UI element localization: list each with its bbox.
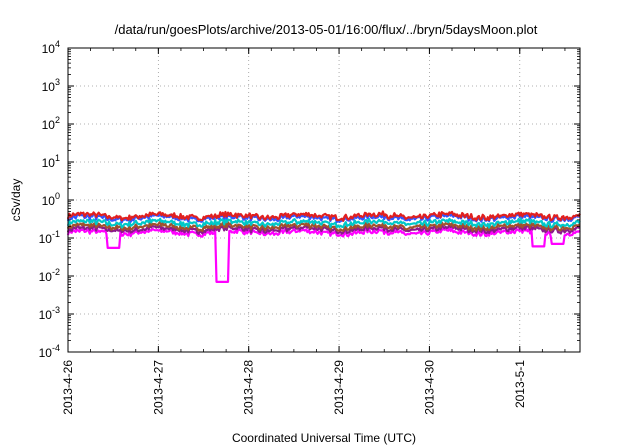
y-tick-label: 103 (42, 77, 60, 94)
y-axis: 10-4 10-3 10-2 10-1 100 101 102 103 104 (39, 39, 580, 360)
y-tick-label: 10-2 (39, 267, 60, 284)
y-tick-label: 102 (42, 115, 60, 132)
y-axis-label: cSv/day (9, 179, 23, 222)
series-line (66, 220, 581, 233)
y-tick-label: 104 (42, 39, 60, 56)
x-tick-label: 2013-4-29 (332, 360, 346, 415)
grid-lines (68, 48, 580, 352)
series-line (66, 224, 581, 235)
y-tick-label: 100 (42, 191, 60, 208)
x-axis-label: Coordinated Universal Time (UTC) (232, 431, 416, 445)
x-tick-label: 2013-5-1 (513, 360, 527, 408)
chart-title: /data/run/goesPlots/archive/2013-05-01/1… (115, 22, 538, 37)
series-line (66, 227, 581, 283)
x-tick-label: 2013-4-28 (242, 360, 256, 415)
series-line (66, 210, 581, 222)
series-line (66, 212, 580, 224)
y-tick-label: 101 (42, 153, 60, 170)
y-tick-label: 10-3 (39, 305, 60, 322)
x-tick-label: 2013-4-27 (151, 360, 165, 415)
series-line (66, 217, 581, 229)
x-axis: 2013-4-26 2013-4-27 2013-4-28 2013-4-29 2013… (61, 48, 566, 415)
x-tick-label: 2013-4-30 (422, 360, 436, 415)
y-tick-label: 10-4 (39, 343, 60, 360)
y-tick-label: 10-1 (39, 229, 60, 246)
x-tick-label: 2013-4-26 (61, 360, 75, 415)
series-layer (66, 210, 581, 283)
